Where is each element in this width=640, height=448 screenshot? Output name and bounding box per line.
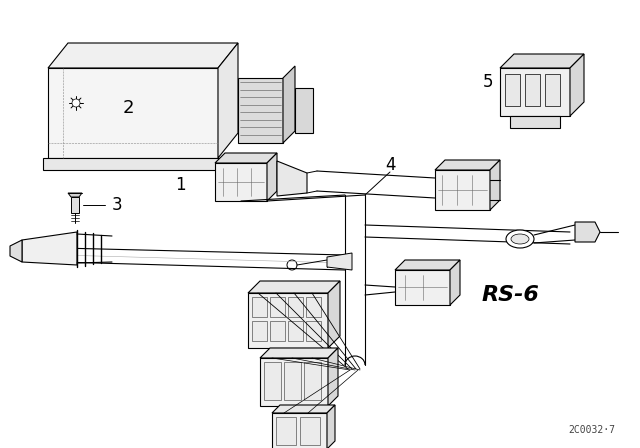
Polygon shape <box>260 358 328 406</box>
Polygon shape <box>267 153 277 201</box>
Polygon shape <box>500 54 584 68</box>
Polygon shape <box>500 68 570 116</box>
Polygon shape <box>238 78 283 143</box>
Text: 2C0032·7: 2C0032·7 <box>568 425 615 435</box>
Bar <box>252 321 267 341</box>
Polygon shape <box>215 163 267 201</box>
Polygon shape <box>272 413 327 448</box>
Polygon shape <box>327 253 352 270</box>
Polygon shape <box>48 43 238 68</box>
Text: 2: 2 <box>122 99 134 117</box>
Ellipse shape <box>511 234 529 244</box>
Bar <box>306 297 321 317</box>
Bar <box>288 321 303 341</box>
Polygon shape <box>218 43 238 158</box>
Bar <box>525 74 540 106</box>
Polygon shape <box>328 348 338 406</box>
Polygon shape <box>490 160 500 210</box>
Text: 3: 3 <box>112 196 122 214</box>
Circle shape <box>287 260 297 270</box>
Bar <box>264 362 281 400</box>
Circle shape <box>72 99 80 107</box>
Bar <box>270 321 285 341</box>
Polygon shape <box>435 160 500 170</box>
Polygon shape <box>295 88 313 133</box>
Polygon shape <box>10 240 22 262</box>
Bar <box>505 74 520 106</box>
Text: 1: 1 <box>175 176 186 194</box>
Bar <box>304 362 321 400</box>
Polygon shape <box>71 197 79 213</box>
Polygon shape <box>395 260 460 270</box>
Bar <box>288 297 303 317</box>
Bar <box>545 74 560 106</box>
Bar <box>306 321 321 341</box>
Polygon shape <box>395 270 450 305</box>
Polygon shape <box>570 54 584 116</box>
Polygon shape <box>277 161 307 196</box>
Text: 4: 4 <box>385 156 396 174</box>
Polygon shape <box>272 405 335 413</box>
Polygon shape <box>435 170 490 210</box>
Polygon shape <box>327 405 335 448</box>
Polygon shape <box>450 260 460 305</box>
Polygon shape <box>328 281 340 348</box>
Bar <box>276 417 296 445</box>
Polygon shape <box>22 232 77 265</box>
Bar <box>284 362 301 400</box>
Bar <box>270 297 285 317</box>
Text: RS-6: RS-6 <box>481 285 539 305</box>
Bar <box>300 417 320 445</box>
Text: 5: 5 <box>483 73 493 91</box>
Polygon shape <box>48 68 218 158</box>
Polygon shape <box>283 66 295 143</box>
Polygon shape <box>260 348 338 358</box>
Polygon shape <box>575 222 600 242</box>
Polygon shape <box>43 158 223 170</box>
Bar <box>252 297 267 317</box>
Polygon shape <box>248 293 328 348</box>
Polygon shape <box>248 281 340 293</box>
Polygon shape <box>68 193 82 197</box>
Polygon shape <box>510 116 560 128</box>
Polygon shape <box>215 153 277 163</box>
Ellipse shape <box>506 230 534 248</box>
